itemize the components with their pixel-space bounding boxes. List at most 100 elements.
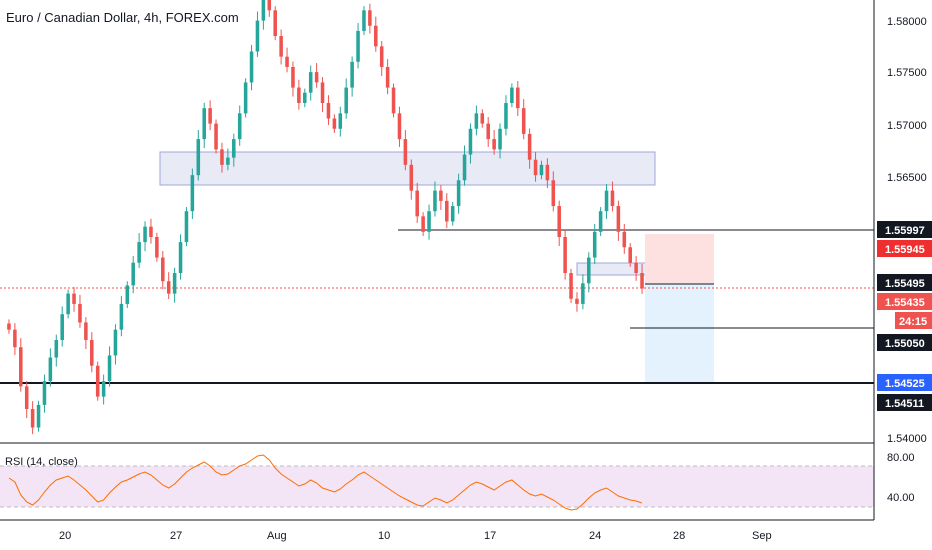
candle-body [539,164,544,176]
candle-body [338,113,343,129]
candle-body [285,56,289,67]
candle-body [267,0,272,11]
candle-body [385,66,390,88]
candle-body [587,257,591,284]
rsi-tick: 40.00 [887,492,915,504]
candle-body [362,10,366,31]
candle-body [273,10,277,37]
candle-body [166,281,171,294]
candle-body [634,262,638,274]
y-tick: 1.57500 [887,67,927,79]
candle-body [462,154,467,181]
candle-body [521,108,526,134]
candle-body [226,157,230,165]
candle-body [149,226,153,237]
candle-body [622,231,627,248]
candle-body [628,247,632,263]
x-tick: 17 [484,530,496,542]
candle-body [379,46,384,67]
candle-body [498,128,502,150]
candle-body [232,139,236,158]
candle-body [184,211,189,243]
candle-body [616,206,621,232]
rsi-pane[interactable]: RSI (14, close) [0,454,874,511]
candle-body [78,303,82,323]
stop-loss-area[interactable] [645,234,714,284]
candle-body [107,355,112,382]
tag-resistance-text: 1.55997 [885,225,925,237]
tag-sell-entry [877,240,932,257]
candle-body [415,190,419,217]
time-axis[interactable]: 20 27 Aug 10 17 24 28 Sep [59,530,772,542]
tag-countdown-text: 24:15 [899,316,927,328]
candle-body [90,339,94,366]
candle-body [575,298,579,304]
y-tick: 1.54000 [887,433,927,445]
chart-title: Euro / Canadian Dollar, 4h, FOREX.com [6,10,239,25]
candle-body [450,206,455,222]
candle-body [640,273,644,289]
candle-body [368,10,372,26]
candle-body [178,242,183,274]
tag-lower [877,394,932,411]
candle-body [208,108,212,124]
candle-body [196,139,201,176]
candle-body [131,262,135,286]
candle-body [533,159,538,176]
candle-body [60,314,64,340]
candle-body [155,236,159,258]
take-profit-area[interactable] [645,284,714,383]
candle-body [202,108,206,140]
candle-body [125,285,130,304]
candle-body [445,200,449,222]
tag-stop-zone-text: 1.55495 [885,278,925,290]
candle-body [468,128,473,155]
rsi-line [8,454,643,511]
candle-body [350,61,354,88]
candle-body [95,365,100,397]
candle-body [421,216,425,232]
rsi-tick: 80.00 [887,452,915,464]
tag-last-price-text: 1.55435 [885,297,925,309]
tag-target [877,374,932,391]
candle-body [492,139,496,150]
supply-demand-zone[interactable] [159,151,656,186]
candle-body [72,293,76,304]
candle-body [279,36,283,57]
price-axis[interactable]: 1.58000 1.57500 1.57000 1.56500 1.54000 … [0,0,932,521]
x-tick: 20 [59,530,71,542]
candle-body [214,123,218,150]
candle-body [581,283,585,304]
x-tick: Aug [267,530,287,542]
candle-body [303,92,307,104]
candle-body [551,180,556,207]
candle-body [261,0,266,21]
candle-body [308,72,313,93]
candle-body [161,257,165,282]
candle-body [101,381,106,397]
tag-support-text: 1.55050 [885,338,925,350]
candle-body [243,82,248,114]
candle-body [356,30,360,62]
candle-body [374,25,378,47]
x-tick: 28 [673,530,685,542]
candle-body [486,123,490,140]
candle-body [143,226,147,243]
candle-body [610,190,615,207]
x-tick: 27 [170,530,182,542]
drawing-layer[interactable] [0,151,874,444]
candle-body [332,118,337,129]
candle-body [569,273,573,299]
tag-stop-zone [877,274,932,291]
candle-body [172,273,177,294]
tag-target-text: 1.54525 [885,378,925,390]
candle-body [391,87,396,114]
candle-body [36,404,41,428]
candle-body [66,293,70,315]
candle-body [510,87,514,104]
tag-countdown [895,312,932,329]
candle-body [344,87,348,114]
candle-body [516,87,520,109]
candle-body [403,139,408,165]
